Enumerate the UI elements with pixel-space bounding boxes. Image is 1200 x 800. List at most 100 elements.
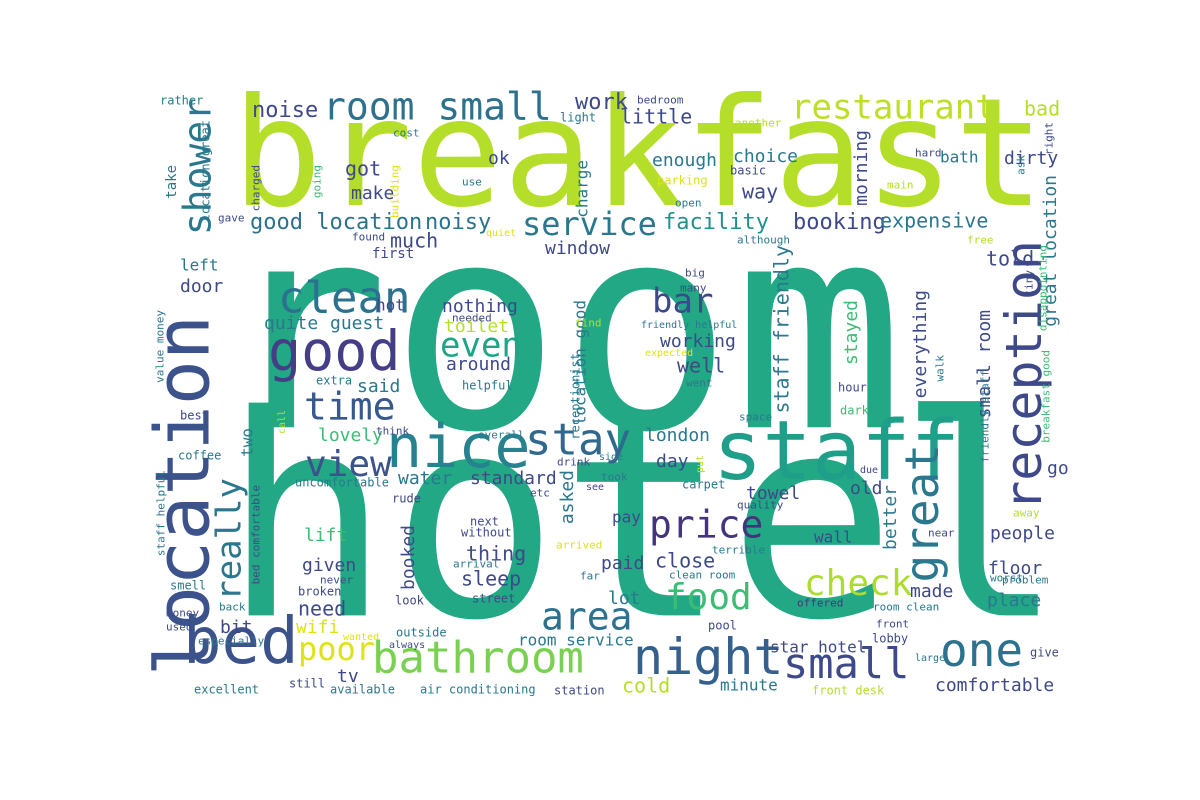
word-staff: staff <box>713 404 960 499</box>
word-working: working <box>660 331 736 352</box>
word-receptionist: receptionist <box>568 353 582 440</box>
word-pay: pay <box>612 507 641 526</box>
word-great: great <box>895 444 949 582</box>
word-space: space <box>739 411 772 424</box>
word-street: street <box>472 591 515 605</box>
word-broken: broken <box>298 584 341 598</box>
word-well: well <box>677 354 725 378</box>
word-friendly-helpful: friendly helpful <box>641 320 737 331</box>
word-back: back <box>219 601 246 614</box>
word-towel: towel <box>746 483 800 504</box>
word-much: much <box>390 229 438 253</box>
word-bathroom: bathroom <box>372 632 584 683</box>
word-hotel: hotel <box>222 356 1065 682</box>
word-value-money: value money <box>154 310 167 383</box>
word-hard: hard <box>915 147 942 160</box>
word-charge: charge <box>572 160 591 218</box>
word-pool: pool <box>708 618 737 632</box>
word-cold: cold <box>622 674 670 698</box>
word-restaurant: restaurant <box>791 88 996 128</box>
word-minute: minute <box>720 675 778 694</box>
word-make: make <box>351 183 394 204</box>
word-everything: everything <box>910 290 931 398</box>
word-near: near <box>928 527 955 540</box>
word-took: took <box>601 471 628 484</box>
word-two: two <box>237 428 256 457</box>
word-noise: noise <box>252 98 318 123</box>
word-small: small <box>783 639 909 688</box>
word-etc: etc <box>530 487 550 500</box>
word-poor: poor <box>298 630 375 668</box>
word-food: food <box>665 577 752 618</box>
word-staff-helpful: staff helpful <box>155 470 168 556</box>
word-bed: bed <box>183 605 299 679</box>
word-expected: expected <box>645 348 693 359</box>
word-take: take <box>164 165 180 199</box>
word-best: best <box>180 408 209 422</box>
word-place: place <box>987 590 1041 611</box>
word-money: money <box>166 607 199 620</box>
word-rather: rather <box>160 93 203 107</box>
word-especially: especially <box>198 635 265 648</box>
word-great-location: great location <box>1040 175 1061 327</box>
word-better: better <box>880 485 901 550</box>
word-quality: quality <box>737 499 784 512</box>
word-another: another <box>735 117 782 130</box>
word-bar: bar <box>652 282 713 322</box>
word-nice: nice <box>386 412 531 482</box>
word-available: available <box>330 682 395 696</box>
word-needed: needed <box>452 312 492 325</box>
word-ask: ask <box>1015 155 1028 175</box>
word-wifi: wifi <box>296 617 339 638</box>
word-enough: enough <box>652 150 717 171</box>
word-carpet: carpet <box>682 477 725 491</box>
word-booked: booked <box>398 525 419 590</box>
word-room: room <box>218 163 904 495</box>
word-even: even <box>440 326 522 366</box>
word-charged: charged <box>250 165 263 211</box>
word-far: far <box>580 570 600 583</box>
word-front-desk: front desk <box>812 683 885 697</box>
word-bath: bath <box>940 147 979 166</box>
word-clean-room: clean room <box>669 569 736 582</box>
word-stayed: stayed <box>841 300 862 365</box>
word-little: little <box>620 105 692 129</box>
word-give: give <box>1030 645 1059 659</box>
word-people: people <box>990 523 1055 544</box>
word-lobby: lobby <box>872 631 908 645</box>
word-shower: shower <box>176 98 220 235</box>
word-breakfast-good: breakfast good <box>1040 350 1053 443</box>
word-thing: thing <box>466 542 526 566</box>
word-see: see <box>586 482 604 493</box>
word-side: side <box>599 452 623 463</box>
word-overall: overall <box>478 429 524 442</box>
word-tiny: tiny <box>1023 270 1036 297</box>
word-facility: facility <box>663 210 769 235</box>
word-clean: clean <box>278 272 410 323</box>
word-drink: drink <box>557 456 590 469</box>
word-disappointing: disappointing <box>1037 245 1050 331</box>
word-lift: lift <box>304 525 347 546</box>
word-lot: lot <box>608 588 641 609</box>
word-need: need <box>298 597 346 621</box>
word-terrible: terrible <box>712 544 765 557</box>
word-bad: bad <box>1024 97 1060 121</box>
word-expensive: expensive <box>880 209 988 233</box>
word-right: right <box>1043 122 1056 155</box>
word-one: one <box>940 623 1023 677</box>
word-bedroom: bedroom <box>637 94 684 107</box>
word-basic: basic <box>730 163 766 177</box>
word-excellent: excellent <box>194 682 259 696</box>
word-put: put <box>695 455 706 473</box>
word-gave: gave <box>218 212 245 225</box>
word-water: water <box>398 468 452 489</box>
word-still: still <box>289 676 325 690</box>
word-wanted: wanted <box>343 632 379 643</box>
word-toilet: toilet <box>444 316 509 337</box>
word-around: around <box>446 354 511 375</box>
word-star-hotel: star hotel <box>770 637 866 656</box>
word-bit: bit <box>220 617 253 638</box>
word-close: close <box>655 549 715 573</box>
word-problem: problem <box>1002 574 1049 587</box>
